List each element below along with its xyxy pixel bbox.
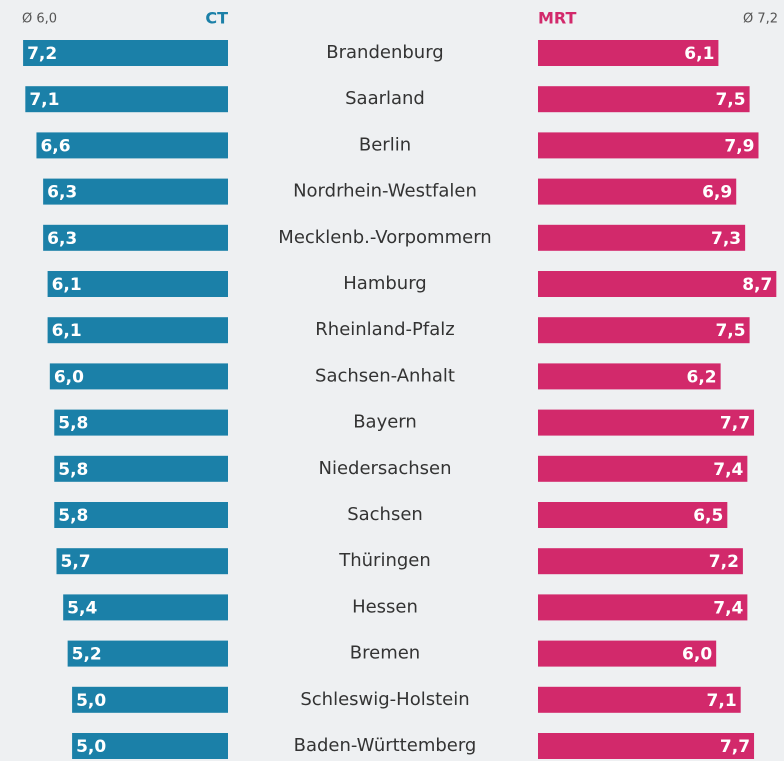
value-label: 8,7 (742, 275, 772, 295)
bar (538, 640, 717, 667)
bar (538, 733, 755, 759)
bar (538, 455, 748, 482)
bar (72, 733, 228, 759)
value-label: 6,5 (693, 506, 723, 526)
bar (36, 132, 228, 159)
bar (538, 40, 719, 66)
value-label: 7,2 (709, 552, 739, 572)
category-label: Sachsen-Anhalt (315, 365, 455, 386)
bar (43, 224, 228, 251)
value-label: 6,1 (52, 275, 82, 295)
value-label: 6,0 (54, 367, 84, 387)
bar (538, 686, 741, 713)
bar (72, 686, 228, 713)
category-label: Thüringen (338, 550, 431, 571)
value-label: 6,3 (47, 183, 77, 203)
bar (538, 502, 728, 528)
category-label: Schleswig-Holstein (300, 689, 469, 710)
value-label: 6,1 (684, 44, 714, 64)
bar (538, 132, 759, 159)
category-label: Bremen (350, 643, 420, 664)
value-label: 7,4 (713, 598, 743, 618)
value-label: 5,7 (61, 552, 91, 572)
value-label: 5,2 (72, 645, 102, 665)
category-label: Baden-Württemberg (294, 735, 477, 756)
value-label: 5,8 (58, 414, 88, 434)
right-average: Ø 7,2 (743, 12, 778, 27)
bar (47, 271, 228, 297)
bar (49, 363, 229, 390)
bar (63, 594, 228, 621)
category-label: Saarland (345, 88, 425, 109)
bar (538, 317, 750, 344)
value-label: 7,5 (715, 90, 745, 110)
value-label: 7,7 (720, 737, 750, 757)
right-series-name: MRT (538, 9, 577, 28)
value-label: 6,1 (52, 321, 82, 341)
bar (538, 409, 755, 436)
category-label: Bayern (353, 412, 417, 433)
category-label: Mecklenb.-Vorpommern (278, 227, 491, 248)
value-label: 6,3 (47, 229, 77, 249)
value-label: 6,6 (40, 136, 70, 156)
bar (67, 640, 229, 667)
bar (54, 455, 228, 482)
left-average: Ø 6,0 (22, 12, 57, 27)
value-label: 6,2 (687, 367, 717, 387)
category-label: Hamburg (343, 273, 426, 294)
bar (25, 86, 229, 113)
bar (538, 178, 737, 205)
value-label: 7,5 (715, 321, 745, 341)
bar (538, 594, 748, 621)
value-label: 6,9 (702, 183, 732, 203)
bar (538, 363, 721, 390)
value-label: 7,7 (720, 414, 750, 434)
value-label: 7,9 (724, 136, 754, 156)
value-label: 5,4 (67, 598, 97, 618)
value-label: 7,1 (707, 691, 737, 711)
value-label: 5,0 (76, 737, 106, 757)
bar (47, 317, 228, 344)
value-label: 6,0 (682, 645, 712, 665)
category-label: Niedersachsen (318, 458, 451, 479)
value-label: 7,1 (29, 90, 59, 110)
category-label: Hessen (352, 596, 418, 617)
bar (538, 271, 777, 297)
category-label: Rheinland-Pfalz (315, 319, 454, 340)
bar (43, 178, 228, 205)
value-label: 7,4 (713, 460, 743, 480)
bar (538, 86, 750, 113)
bar (54, 409, 228, 436)
value-label: 5,8 (58, 460, 88, 480)
value-label: 7,3 (711, 229, 741, 249)
category-label: Brandenburg (326, 42, 443, 63)
bar (538, 224, 746, 251)
value-label: 7,2 (27, 44, 57, 64)
category-label: Nordrhein-Westfalen (293, 181, 477, 202)
category-label: Sachsen (347, 504, 423, 525)
left-series-name: CT (205, 9, 228, 28)
bar (56, 548, 228, 575)
bar (538, 548, 743, 575)
bar (23, 40, 228, 66)
value-label: 5,0 (76, 691, 106, 711)
bar (54, 502, 228, 528)
category-label: Berlin (359, 134, 411, 155)
value-label: 5,8 (58, 506, 88, 526)
